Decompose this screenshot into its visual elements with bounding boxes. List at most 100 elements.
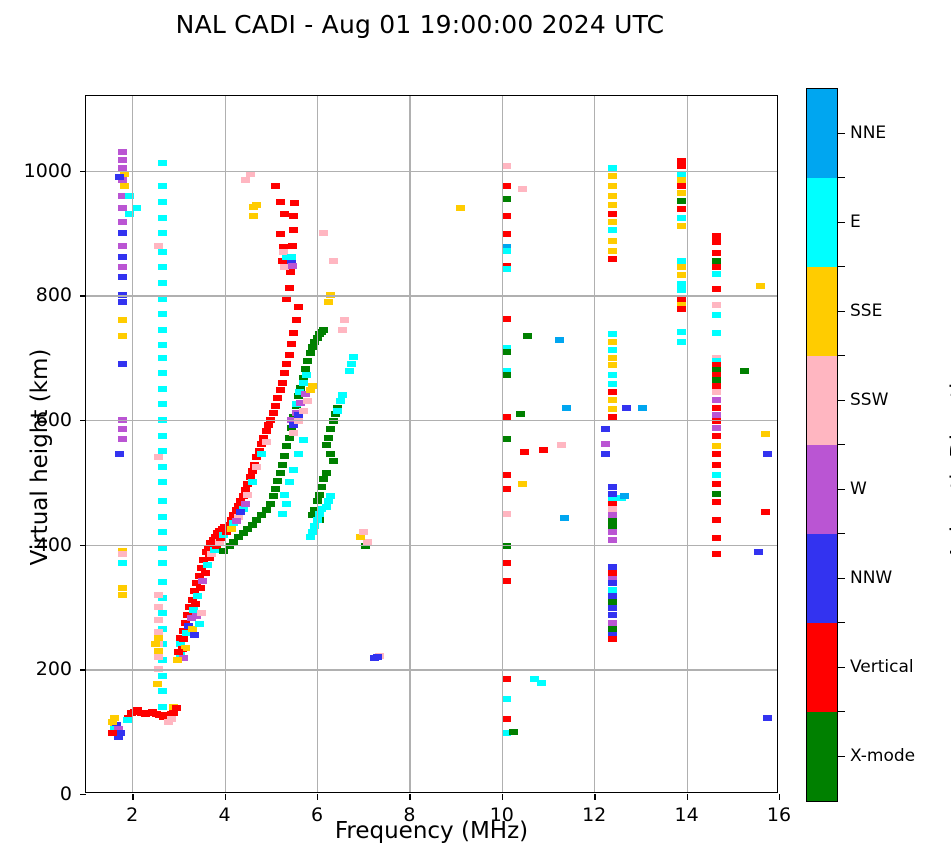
data-point: [363, 538, 373, 545]
data-point: [277, 510, 287, 517]
colorbar-segment-w[interactable]: [807, 445, 837, 534]
data-point: [287, 341, 297, 348]
data-point: [287, 258, 297, 265]
data-point: [157, 198, 167, 205]
data-point: [252, 454, 262, 461]
data-point: [608, 518, 618, 525]
data-point: [677, 272, 687, 279]
data-point: [178, 636, 188, 643]
gridline-horizontal: [86, 295, 777, 297]
data-point: [501, 316, 511, 323]
data-point: [240, 486, 250, 493]
data-point: [157, 498, 167, 505]
data-point: [608, 575, 618, 582]
data-point: [328, 457, 338, 464]
data-point: [282, 501, 292, 508]
data-point: [300, 390, 310, 397]
data-point: [347, 360, 357, 367]
data-point: [157, 479, 167, 486]
data-point: [157, 579, 167, 586]
data-point: [157, 432, 167, 439]
data-point: [501, 195, 511, 202]
colorbar-tick: [838, 755, 845, 757]
data-point: [118, 435, 128, 442]
data-point: [125, 211, 135, 218]
data-point: [157, 183, 167, 190]
data-point: [157, 463, 167, 470]
data-point: [677, 189, 687, 196]
data-point: [157, 230, 167, 237]
data-point: [321, 504, 331, 511]
data-point: [319, 230, 329, 237]
data-point: [187, 596, 197, 603]
data-point: [753, 549, 763, 556]
data-point: [340, 317, 350, 324]
data-point: [219, 532, 229, 539]
data-point: [501, 675, 511, 682]
data-point: [282, 443, 292, 450]
x-tick-label: 16: [766, 804, 792, 826]
data-point: [760, 509, 770, 516]
data-point: [154, 616, 164, 623]
colorbar-segment-nne[interactable]: [807, 89, 837, 178]
data-point: [326, 451, 336, 458]
data-point: [608, 586, 618, 593]
data-point: [712, 354, 722, 361]
data-point: [608, 599, 618, 606]
data-point: [219, 547, 229, 554]
x-tick-label: 8: [403, 804, 416, 826]
colorbar-segment-vertical[interactable]: [807, 623, 837, 712]
colorbar-segment-sse[interactable]: [807, 267, 837, 356]
data-point: [248, 203, 258, 210]
data-point: [290, 200, 300, 207]
data-point: [677, 258, 687, 265]
data-point: [307, 382, 317, 389]
data-point: [356, 534, 366, 541]
data-point: [296, 384, 306, 391]
data-point: [608, 611, 618, 618]
data-point: [289, 413, 299, 420]
data-point: [677, 222, 687, 229]
data-point: [515, 410, 525, 417]
data-point: [118, 242, 128, 249]
data-point: [608, 331, 618, 338]
colorbar-segment-ssw[interactable]: [807, 356, 837, 445]
data-point: [227, 516, 237, 523]
data-point: [257, 511, 267, 518]
data-point: [601, 451, 611, 458]
colorbar[interactable]: [806, 88, 838, 802]
data-point: [183, 611, 193, 618]
data-point: [229, 511, 239, 518]
data-point: [677, 287, 687, 294]
colorbar-tick: [838, 488, 845, 490]
data-point: [157, 513, 167, 520]
data-point: [310, 523, 320, 530]
data-point: [207, 551, 217, 558]
data-point: [263, 422, 273, 429]
data-point: [282, 253, 292, 260]
colorbar-segment-x-mode[interactable]: [807, 712, 837, 801]
colorbar-boundary-tick: [838, 711, 845, 713]
data-point: [608, 636, 618, 643]
data-point: [243, 480, 253, 487]
data-point: [113, 726, 123, 733]
data-point: [150, 641, 160, 648]
data-point: [261, 428, 271, 435]
data-point: [188, 607, 198, 614]
data-point: [157, 672, 167, 679]
data-point: [279, 243, 289, 250]
data-point: [501, 262, 511, 269]
data-point: [608, 605, 618, 612]
data-point: [196, 585, 206, 592]
x-tick: [594, 794, 596, 800]
data-point: [296, 399, 306, 406]
data-point: [257, 440, 267, 447]
colorbar-segment-nnw[interactable]: [807, 534, 837, 623]
data-point: [118, 298, 128, 305]
data-point: [319, 476, 329, 483]
data-point: [233, 534, 243, 541]
colorbar-segment-e[interactable]: [807, 178, 837, 267]
data-point: [280, 370, 290, 377]
data-point: [222, 529, 232, 536]
data-point: [227, 526, 237, 533]
